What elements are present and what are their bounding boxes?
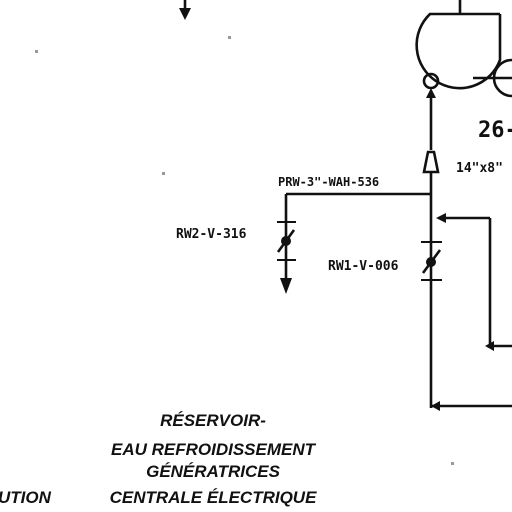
- valve-right-symbol: [421, 241, 442, 408]
- caption-left-fragment: UTION: [0, 488, 52, 507]
- scan-specks: [35, 36, 454, 465]
- valve-left-symbol: [276, 194, 296, 294]
- caption-line-4: CENTRALE ÉLECTRIQUE: [110, 488, 318, 507]
- valve-right-label: RW1-V-006: [328, 259, 399, 274]
- valve-left-label: RW2-V-316: [176, 227, 247, 242]
- caption-line-3: GÉNÉRATRICES: [146, 462, 280, 481]
- reducer-size-label: 14"x8": [456, 161, 503, 176]
- caption-line-2: EAU REFROIDISSEMENT: [111, 440, 317, 459]
- return-loop: [431, 213, 512, 411]
- pipe-line-label: PRW-3"-WAH-536: [278, 175, 379, 189]
- pump-symbol: [415, 0, 512, 98]
- down-arrow-top: [179, 0, 191, 20]
- pump-tag-label: 26-: [478, 118, 512, 143]
- reducer-icon: [422, 150, 440, 174]
- caption-line-1: RÉSERVOIR-: [160, 411, 266, 430]
